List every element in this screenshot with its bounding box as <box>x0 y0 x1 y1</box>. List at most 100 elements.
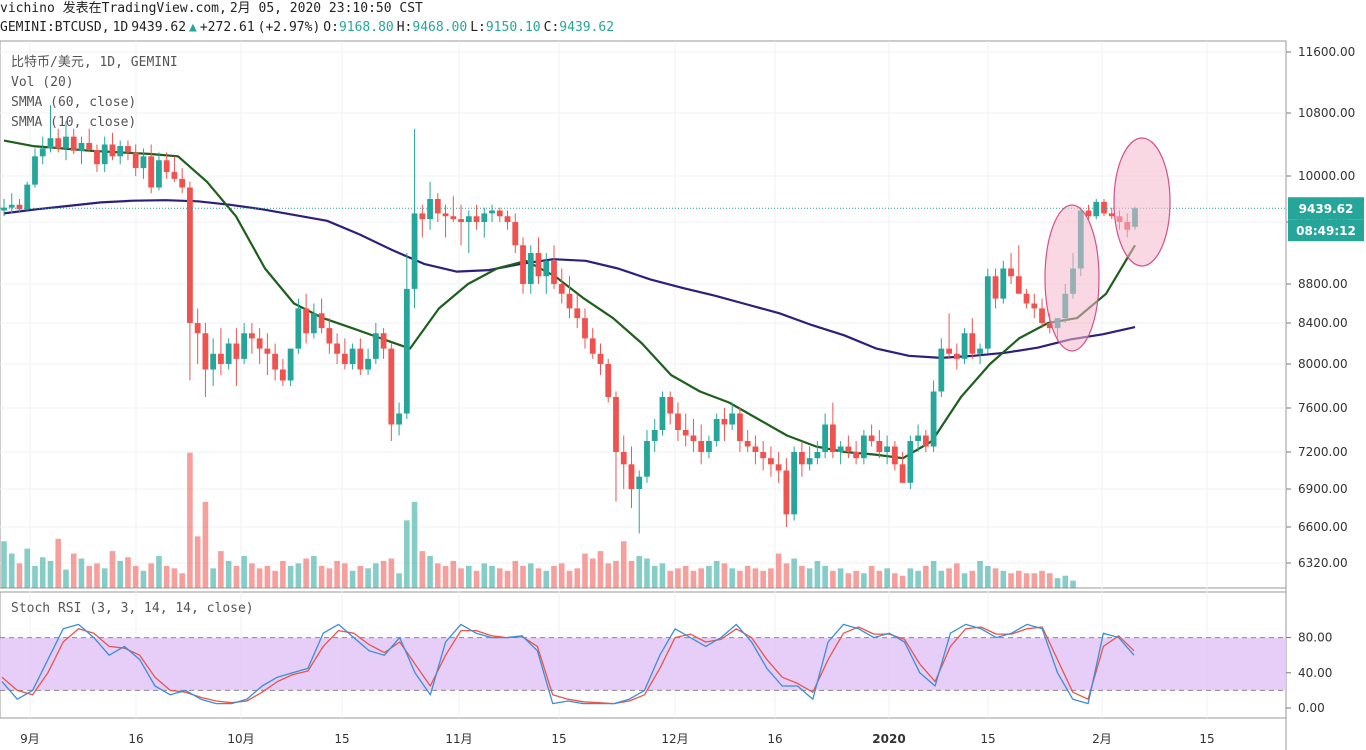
volume-bar <box>845 573 852 588</box>
candle-body <box>1046 323 1053 329</box>
volume-bar <box>148 563 154 588</box>
low-label: L: <box>470 20 486 35</box>
candle-body <box>179 178 186 188</box>
candle <box>148 144 155 194</box>
legend-smma60[interactable]: SMMA (60, close) <box>11 95 137 110</box>
candle <box>248 323 255 354</box>
stoch-rsi-legend[interactable]: Stoch RSI (3, 3, 14, 14, close) <box>11 601 254 616</box>
candle-body <box>8 204 15 208</box>
volume-bar <box>783 563 790 588</box>
volume-bar <box>1000 570 1007 588</box>
candle-body <box>930 391 937 447</box>
volume-bar <box>698 568 704 588</box>
candle <box>496 207 503 222</box>
countdown-badge <box>1288 219 1364 242</box>
candle-body <box>310 313 317 334</box>
candle <box>582 308 588 349</box>
candle <box>1008 253 1014 284</box>
candle <box>698 424 705 465</box>
candle <box>403 253 410 419</box>
candle-body <box>1 207 7 211</box>
volume-bar <box>690 570 697 588</box>
candle <box>597 343 604 375</box>
symbol-label[interactable]: GEMINI:BTCUSD, <box>0 20 110 35</box>
volume-bar <box>303 558 309 588</box>
volume-bar <box>280 560 286 588</box>
candle <box>899 452 906 483</box>
volume-bar <box>365 568 371 588</box>
price-tick-label: 6900.00 <box>1298 482 1348 496</box>
candle <box>427 181 433 230</box>
volume-bar <box>876 570 883 588</box>
volume-bar <box>760 570 766 588</box>
volume-bar <box>458 568 464 588</box>
volume-bar <box>946 568 952 588</box>
volume-bar <box>628 560 635 588</box>
candle <box>527 245 534 294</box>
candle <box>218 328 224 375</box>
candle <box>768 446 774 477</box>
volume-bar <box>837 568 844 588</box>
candle <box>411 128 418 309</box>
close-label: C: <box>543 20 560 35</box>
time-tick-label: 11月 <box>445 732 472 746</box>
volume-bar <box>768 568 774 588</box>
candle <box>520 237 526 294</box>
candle-body <box>63 136 69 149</box>
candle-body <box>388 348 395 425</box>
interval-label[interactable]: 1D <box>112 20 129 35</box>
candle-body <box>372 333 379 359</box>
candle-body <box>55 138 62 149</box>
countdown-badge-text: 08:49:12 <box>1296 224 1356 238</box>
candle <box>303 293 310 344</box>
volume-bar <box>1039 570 1045 588</box>
candle-body <box>961 333 968 359</box>
candle-body <box>938 348 945 392</box>
candle <box>829 402 836 459</box>
candle-body <box>853 452 860 459</box>
volume-bar <box>70 553 77 588</box>
volume-bar <box>969 570 976 588</box>
price-tick-label: 10800.00 <box>1298 106 1355 120</box>
candle <box>132 144 139 176</box>
candle-body <box>1085 210 1092 217</box>
volume-bar <box>620 541 627 588</box>
candle <box>1039 298 1045 329</box>
candle-body <box>822 424 829 452</box>
candle <box>341 338 348 370</box>
volume-bar <box>334 560 340 588</box>
volume-bar <box>435 563 441 588</box>
volume-bar <box>1023 573 1030 588</box>
volume-bar <box>404 520 410 588</box>
candle <box>125 140 131 161</box>
candle <box>558 268 565 304</box>
volume-bar <box>1046 573 1053 588</box>
candle-body <box>349 348 356 364</box>
candle-body <box>891 446 898 465</box>
candle <box>16 199 23 212</box>
price-tick-label: 8000.00 <box>1298 357 1348 371</box>
candle-body <box>148 156 155 188</box>
legend-title[interactable]: 比特币/美元, 1D, GEMINI <box>11 55 178 70</box>
candle-body <box>70 136 77 151</box>
candle <box>272 343 279 381</box>
legend-volume[interactable]: Vol (20) <box>11 75 74 90</box>
volume-bar <box>659 563 666 588</box>
candle-body <box>16 204 23 210</box>
candle-body <box>450 216 457 220</box>
candle-body <box>465 216 472 222</box>
candle-body <box>264 348 271 354</box>
candle <box>744 430 751 452</box>
candle <box>690 419 697 452</box>
volume-bar <box>992 568 999 588</box>
volume-bar <box>551 565 557 588</box>
candle <box>86 128 93 153</box>
candle <box>55 128 62 153</box>
candle <box>372 323 379 364</box>
volume-bar <box>1016 570 1022 588</box>
volume-bar <box>806 568 813 588</box>
volume-bar <box>427 556 433 588</box>
candle-body <box>442 213 449 217</box>
legend-smma10[interactable]: SMMA (10, close) <box>11 115 137 130</box>
